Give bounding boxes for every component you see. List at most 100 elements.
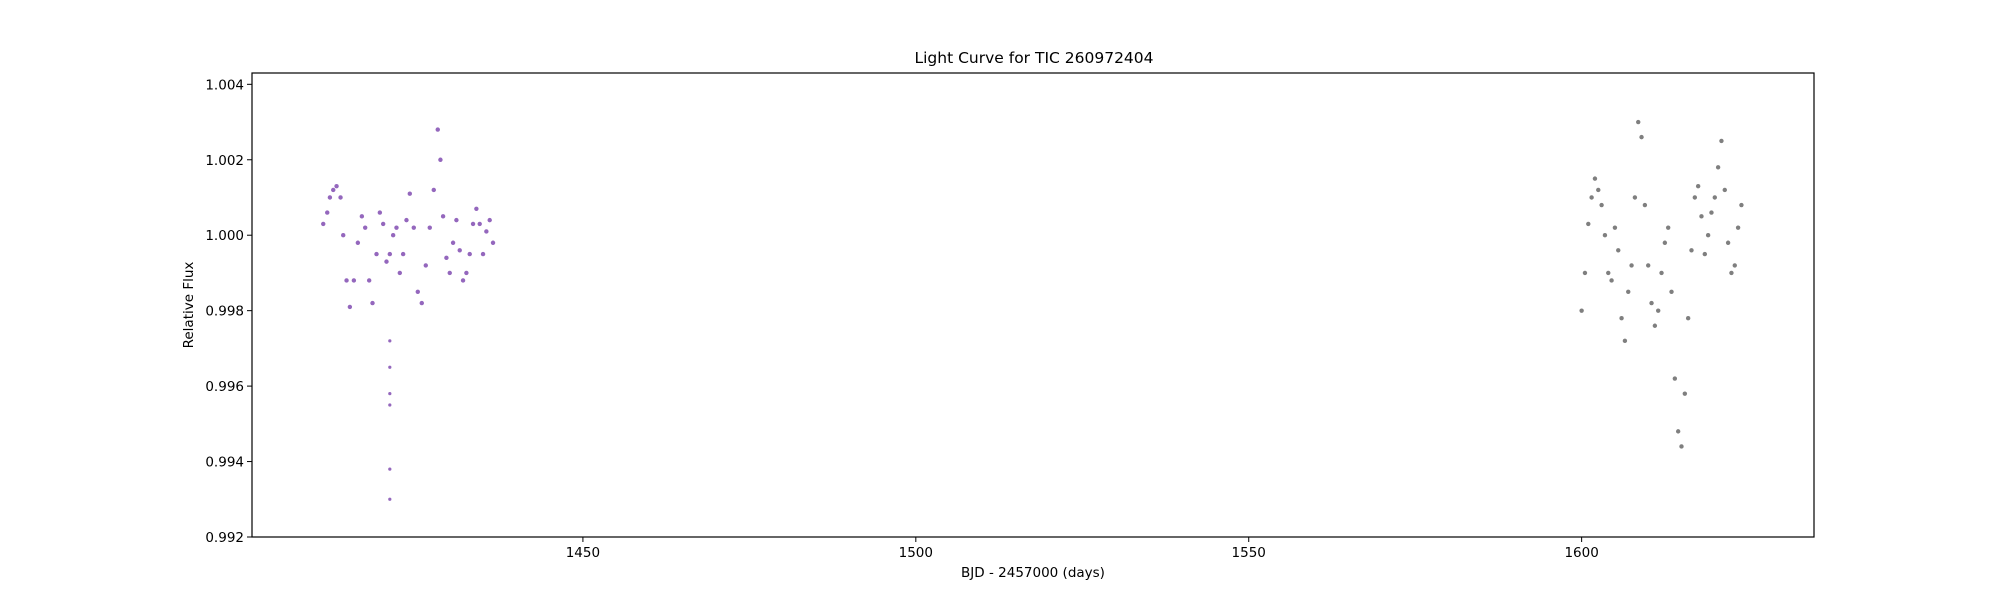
data-point	[362, 225, 368, 230]
data-point	[1739, 202, 1744, 208]
data-point	[341, 233, 346, 238]
data-point	[1729, 270, 1734, 276]
data-point	[325, 210, 330, 215]
outlier-point	[388, 392, 392, 396]
data-point	[397, 270, 403, 276]
data-point	[1619, 316, 1624, 321]
data-point	[1715, 165, 1721, 170]
data-point	[377, 210, 383, 215]
data-point	[1735, 225, 1741, 230]
data-point	[344, 278, 349, 283]
data-point	[1596, 187, 1601, 193]
data-point	[334, 183, 339, 189]
plot-area-frame	[251, 72, 1815, 538]
data-point	[1709, 210, 1714, 215]
data-point	[1662, 240, 1668, 245]
data-point	[1669, 289, 1674, 294]
data-point	[1646, 263, 1651, 268]
data-point	[484, 229, 489, 234]
data-point	[1659, 270, 1664, 276]
data-point	[1705, 233, 1711, 238]
data-point	[351, 278, 357, 283]
data-point	[411, 225, 416, 230]
data-point	[1665, 225, 1671, 230]
data-point	[1639, 134, 1644, 140]
outlier-point	[388, 365, 392, 369]
data-point	[359, 214, 365, 219]
data-point	[1649, 300, 1654, 306]
y-axis: 0.992 0.994 0.996 0.998 1.000 1.002 1.004	[205, 77, 252, 546]
x-tick-label: 1550	[1232, 545, 1266, 561]
y-tick-label: 0.998	[205, 304, 244, 320]
data-point	[470, 221, 476, 227]
data-point	[1672, 376, 1678, 381]
data-point	[490, 240, 496, 245]
data-point	[1695, 183, 1701, 189]
data-point	[1719, 138, 1724, 144]
data-point	[384, 259, 389, 264]
data-point	[467, 251, 472, 257]
data-point	[438, 157, 443, 162]
data-point	[374, 251, 379, 257]
data-point	[419, 300, 424, 306]
data-point	[1685, 316, 1691, 321]
data-point	[394, 225, 399, 230]
data-point	[450, 240, 456, 245]
data-point	[331, 187, 336, 193]
data-point	[1712, 195, 1717, 200]
x-tick-label: 1500	[899, 545, 933, 561]
data-point	[355, 240, 361, 245]
data-point	[1632, 195, 1638, 200]
data-point	[1622, 338, 1628, 344]
data-point	[1722, 187, 1727, 193]
y-tick-label: 0.994	[205, 455, 244, 471]
y-tick-label: 1.000	[205, 228, 244, 244]
data-point	[400, 251, 406, 257]
data-point	[457, 248, 462, 253]
data-point	[460, 278, 466, 283]
data-point	[1675, 429, 1681, 434]
data-point	[1699, 214, 1704, 219]
y-tick-label: 0.996	[205, 379, 244, 395]
outlier-point	[388, 497, 392, 501]
data-point	[1682, 391, 1688, 396]
outlier-point	[388, 467, 392, 471]
data-point	[407, 191, 412, 196]
data-point	[480, 251, 486, 257]
y-tick-label: 1.002	[205, 153, 244, 169]
data-point	[474, 206, 479, 211]
data-point	[1636, 119, 1641, 125]
x-tick-label: 1600	[1564, 545, 1598, 561]
y-axis-label: Relative Flux	[181, 262, 197, 349]
data-point	[1612, 225, 1618, 230]
data-point	[338, 195, 343, 200]
data-point	[321, 221, 326, 227]
data-point	[1602, 233, 1608, 238]
data-point	[477, 221, 482, 227]
data-point	[1609, 278, 1614, 283]
data-point	[380, 221, 386, 227]
data-point	[431, 187, 436, 193]
data-point	[327, 195, 333, 200]
data-point	[1689, 248, 1694, 253]
data-point	[1642, 202, 1648, 208]
outlier-point	[388, 403, 392, 407]
data-point	[1702, 251, 1708, 257]
x-tick-label: 1450	[566, 545, 600, 561]
data-point	[1616, 248, 1621, 253]
data-point	[440, 214, 446, 219]
data-point	[1656, 308, 1661, 313]
y-tick-label: 0.992	[205, 530, 244, 546]
series-0	[321, 127, 496, 310]
data-point	[464, 270, 469, 276]
data-point	[447, 270, 452, 276]
data-point	[435, 127, 440, 132]
outlier-point	[388, 339, 392, 343]
data-point	[487, 217, 492, 223]
y-tick-label: 1.004	[205, 77, 244, 93]
data-point	[444, 255, 449, 261]
data-point	[347, 304, 353, 310]
data-point	[1582, 270, 1588, 276]
data-point	[1626, 289, 1631, 294]
